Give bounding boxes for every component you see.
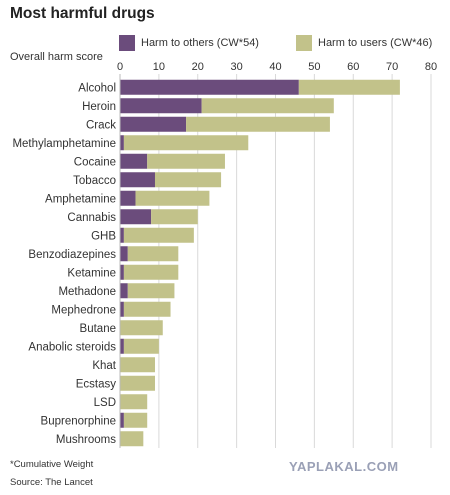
bar-ecstasy-users <box>120 375 155 391</box>
bar-methylamphetamine-others <box>120 135 124 151</box>
bar-heroin-users <box>201 98 334 114</box>
bar-ghb-users <box>123 227 194 243</box>
category-label-buprenorphine: Buprenorphine <box>41 415 116 427</box>
bar-lsd-users <box>120 394 148 410</box>
category-label-amphetamine: Amphetamine <box>45 193 116 205</box>
axis-title: Overall harm score <box>10 51 103 63</box>
x-tick-label-70: 70 <box>386 61 398 73</box>
category-label-methadone: Methadone <box>58 286 116 298</box>
category-label-cannabis: Cannabis <box>67 212 116 224</box>
bar-tobacco-users <box>154 172 222 188</box>
x-tick-label-30: 30 <box>231 61 243 73</box>
source-note: Source: The Lancet <box>10 477 93 488</box>
bar-heroin-others <box>120 98 202 114</box>
bar-methadone-others <box>120 283 128 299</box>
footnote: *Cumulative Weight <box>10 459 94 470</box>
category-label-tobacco: Tobacco <box>73 175 116 187</box>
category-label-butane: Butane <box>80 323 116 335</box>
bar-mephedrone-users <box>123 301 171 317</box>
category-label-ketamine: Ketamine <box>67 267 116 279</box>
category-label-mephedrone: Mephedrone <box>51 304 116 316</box>
category-label-mushrooms: Mushrooms <box>56 434 116 446</box>
category-label-ghb: GHB <box>91 230 116 242</box>
bar-cocaine-users <box>147 153 225 169</box>
legend-item-harm-to-users: Harm to users (CW*46) <box>296 35 432 51</box>
bar-amphetamine-others <box>120 190 136 206</box>
bar-cannabis-users <box>151 209 198 225</box>
x-tick-label-0: 0 <box>117 61 123 73</box>
x-tick-label-80: 80 <box>425 61 437 73</box>
bar-anabolic-steroids-users <box>123 338 159 354</box>
bar-buprenorphine-users <box>123 412 148 428</box>
bar-mephedrone-others <box>120 301 124 317</box>
watermark: YAPLAKAL.COM <box>289 459 399 474</box>
bar-alcohol-users <box>298 79 400 95</box>
legend-item-harm-to-others: Harm to others (CW*54) <box>119 35 259 51</box>
legend-swatch-harm-to-users <box>296 35 312 51</box>
category-label-benzodiazepines: Benzodiazepines <box>28 249 116 261</box>
category-label-ecstasy: Ecstasy <box>76 378 117 390</box>
bar-ketamine-users <box>123 264 179 280</box>
x-tick-label-50: 50 <box>308 61 320 73</box>
bar-mushrooms-users <box>120 431 144 447</box>
bar-crack-others <box>120 116 187 132</box>
category-label-khat: Khat <box>92 360 116 372</box>
bar-benzodiazepines-users <box>127 246 179 262</box>
bar-tobacco-others <box>120 172 155 188</box>
legend-label-harm-to-users: Harm to users (CW*46) <box>318 37 433 49</box>
bar-khat-users <box>120 357 155 373</box>
category-label-lsd: LSD <box>94 397 116 409</box>
x-tick-label-10: 10 <box>153 61 165 73</box>
bar-amphetamine-users <box>135 190 210 206</box>
x-tick-label-20: 20 <box>192 61 204 73</box>
category-label-anabolic-steroids: Anabolic steroids <box>28 341 116 353</box>
x-tick-label-60: 60 <box>347 61 359 73</box>
bar-ketamine-others <box>120 264 124 280</box>
bar-butane-users <box>120 320 163 336</box>
legend-swatch-harm-to-others <box>119 35 135 51</box>
category-label-cocaine: Cocaine <box>74 156 116 168</box>
bar-ghb-others <box>120 227 124 243</box>
chart-title: Most harmful drugs <box>10 5 155 22</box>
bar-crack-users <box>186 116 330 132</box>
bar-alcohol-others <box>120 79 299 95</box>
bar-methylamphetamine-users <box>123 135 249 151</box>
bar-anabolic-steroids-others <box>120 338 124 354</box>
category-label-methylamphetamine: Methylamphetamine <box>12 138 116 150</box>
legend-label-harm-to-others: Harm to others (CW*54) <box>141 37 259 49</box>
x-tick-label-40: 40 <box>269 61 281 73</box>
bar-cannabis-others <box>120 209 152 225</box>
category-label-crack: Crack <box>86 119 116 131</box>
bar-cocaine-others <box>120 153 148 169</box>
bar-buprenorphine-others <box>120 412 124 428</box>
bar-methadone-users <box>127 283 175 299</box>
category-label-heroin: Heroin <box>82 101 116 113</box>
category-label-alcohol: Alcohol <box>78 82 116 94</box>
bar-benzodiazepines-others <box>120 246 128 262</box>
